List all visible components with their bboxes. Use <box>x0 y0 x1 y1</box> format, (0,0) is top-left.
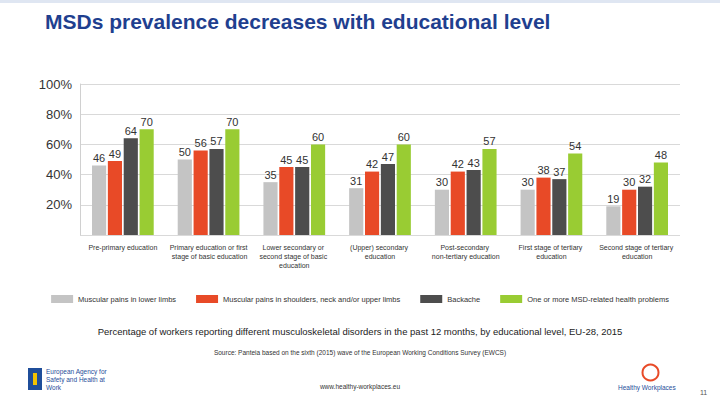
svg-text:45: 45 <box>296 154 308 166</box>
svg-text:Percentage of workers reportin: Percentage of workers reporting differen… <box>98 326 623 337</box>
svg-text:48: 48 <box>655 149 667 161</box>
svg-text:56: 56 <box>195 137 207 149</box>
svg-text:Work: Work <box>46 384 62 391</box>
svg-text:Primary education or first: Primary education or first <box>170 244 248 252</box>
svg-text:11: 11 <box>700 389 707 396</box>
svg-text:30: 30 <box>436 176 448 188</box>
svg-text:Source: Panteia based on the s: Source: Panteia based on the sixth (2015… <box>214 349 506 357</box>
svg-text:stage of basic education: stage of basic education <box>170 253 248 261</box>
svg-text:One or more MSD-related health: One or more MSD-related health problems <box>527 295 669 304</box>
svg-text:Healthy Workplaces: Healthy Workplaces <box>618 384 676 392</box>
svg-text:education: education <box>622 253 652 260</box>
svg-text:Safety and Health at: Safety and Health at <box>46 376 107 384</box>
svg-text:30: 30 <box>623 176 635 188</box>
svg-text:32: 32 <box>639 173 651 185</box>
svg-text:Post-secondary: Post-secondary <box>440 244 491 252</box>
svg-text:non-tertiary education: non-tertiary education <box>432 253 500 261</box>
svg-text:(Upper) secondary: (Upper) secondary <box>350 244 410 252</box>
svg-text:46: 46 <box>93 152 105 164</box>
svg-text:31: 31 <box>350 175 362 187</box>
svg-text:45: 45 <box>280 154 292 166</box>
svg-text:37: 37 <box>553 166 565 178</box>
svg-text:www.healthy-workplaces.eu: www.healthy-workplaces.eu <box>319 383 401 391</box>
svg-text:European Agency for: European Agency for <box>46 368 109 376</box>
svg-text:education: education <box>365 253 395 260</box>
svg-text:Pre-primary education: Pre-primary education <box>88 244 157 252</box>
svg-text:40%: 40% <box>46 167 72 182</box>
svg-text:100%: 100% <box>39 77 73 92</box>
svg-text:54: 54 <box>569 140 581 152</box>
svg-text:60: 60 <box>312 131 324 143</box>
svg-text:education: education <box>279 262 309 269</box>
svg-text:19: 19 <box>607 193 619 205</box>
svg-text:Backache: Backache <box>447 295 480 304</box>
svg-text:42: 42 <box>366 158 378 170</box>
svg-text:57: 57 <box>483 135 495 147</box>
svg-text:MSDs prevalence decreases with: MSDs prevalence decreases with education… <box>45 10 550 33</box>
svg-text:42: 42 <box>452 158 464 170</box>
svg-text:70: 70 <box>226 116 238 128</box>
svg-text:30: 30 <box>522 176 534 188</box>
svg-text:First stage of tertiary: First stage of tertiary <box>519 244 585 252</box>
svg-text:80%: 80% <box>46 107 72 122</box>
svg-text:57: 57 <box>210 135 222 147</box>
svg-text:Second stage of tertiary: Second stage of tertiary <box>599 244 675 252</box>
svg-text:60%: 60% <box>46 137 72 152</box>
svg-text:Muscular pains in shoulders, n: Muscular pains in shoulders, neck and/or… <box>223 295 400 304</box>
svg-text:70: 70 <box>141 116 153 128</box>
svg-text:43: 43 <box>468 157 480 169</box>
svg-text:60: 60 <box>398 131 410 143</box>
svg-text:49: 49 <box>109 148 121 160</box>
svg-text:64: 64 <box>125 125 137 137</box>
svg-text:20%: 20% <box>46 197 72 212</box>
svg-text:Lower secondary or: Lower secondary or <box>263 244 326 252</box>
svg-text:38: 38 <box>537 164 549 176</box>
svg-text:education: education <box>536 253 566 260</box>
svg-text:Muscular pains in lower limbs: Muscular pains in lower limbs <box>78 295 176 304</box>
svg-text:50: 50 <box>179 146 191 158</box>
svg-text:35: 35 <box>264 169 276 181</box>
svg-text:47: 47 <box>382 151 394 163</box>
svg-text:second stage of basic: second stage of basic <box>259 253 329 261</box>
